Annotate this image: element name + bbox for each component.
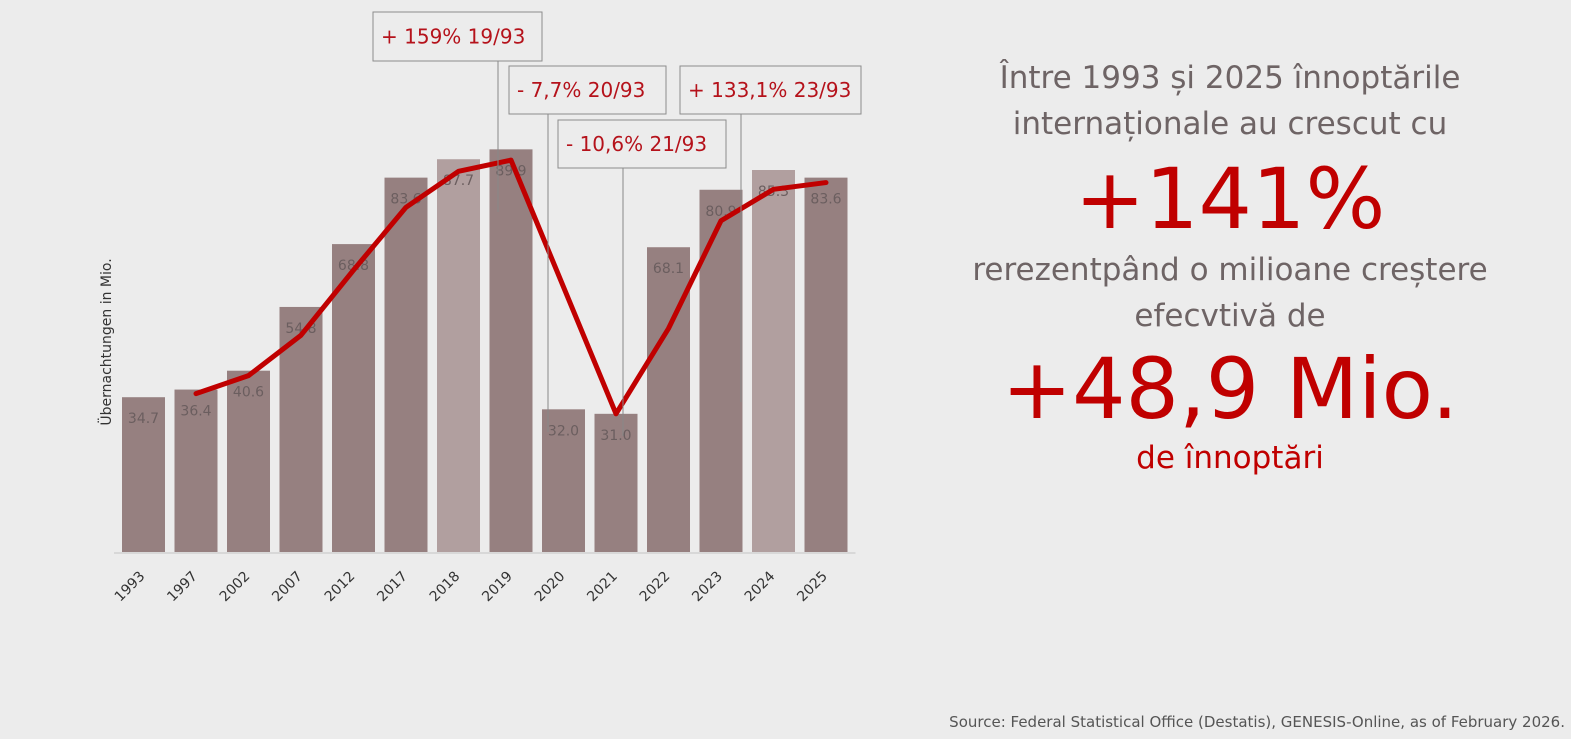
callout-text-2021: - 10,6% 21/93: [566, 132, 707, 156]
bar-2021: [594, 413, 638, 553]
summary-middle: rerezentpând o milioane creștere efecvti…: [972, 252, 1488, 334]
summary-absolute: +48,9 Mio.: [1001, 340, 1459, 438]
bar-2012: [332, 244, 375, 553]
bar-1997: [174, 389, 218, 553]
x-tick-label-2021: 2021: [584, 569, 621, 606]
bar-2024: [752, 170, 795, 554]
bar-value-label-2021: 31.0: [600, 428, 631, 444]
summary-percent: +141%: [1074, 150, 1386, 248]
y-axis-title: Übernachtungen in Mio.: [97, 258, 115, 425]
summary-intro: Între 1993 și 2025 înnoptările internați…: [999, 60, 1461, 142]
x-tick-label-1997: 1997: [164, 569, 201, 606]
x-tick-label-2012: 2012: [322, 569, 359, 606]
callout-text-2019: + 159% 19/93: [381, 25, 525, 49]
bar-value-label-1993: 34.7: [128, 411, 159, 427]
bar-value-label-2020: 32.0: [548, 423, 579, 439]
bar-2025: [804, 177, 848, 554]
bar-1993: [122, 397, 165, 553]
callout-box-2021: [557, 119, 727, 169]
bar-value-label-1997: 36.4: [180, 404, 211, 420]
x-tick-label-2022: 2022: [637, 569, 674, 606]
bar-2002: [227, 370, 270, 553]
callout-box-2020: [508, 65, 667, 115]
callout-box-2019: [372, 11, 543, 62]
source-note: Source: Federal Statistical Office (Dest…: [949, 713, 1565, 731]
bar-chart: 34.7 36.440.654.868.883.687.789.932.0 31.0…: [97, 11, 862, 606]
x-tick-label-2020: 2020: [532, 569, 569, 606]
bar-value-label-2022: 68.1: [653, 261, 684, 277]
x-tick-label-2019: 2019: [479, 569, 516, 606]
summary-outro: de înnoptări: [1136, 440, 1324, 476]
callout-text-2023: + 133,1% 23/93: [688, 78, 851, 102]
bar-value-label-2025: 83.6: [810, 192, 841, 208]
x-tick-label-2018: 2018: [427, 569, 464, 606]
bar-2018: [437, 159, 480, 554]
x-tick-label-2007: 2007: [269, 569, 306, 606]
x-tick-label-2002: 2002: [217, 569, 254, 606]
bar-2023: [699, 189, 743, 553]
x-tick-label-2023: 2023: [689, 569, 726, 606]
bar-2020: [542, 409, 585, 553]
x-tick-label-2017: 2017: [374, 569, 411, 606]
trend-line: [193, 157, 829, 417]
x-tick-label-2024: 2024: [742, 568, 779, 605]
bar-2017: [384, 177, 428, 554]
callout-text-2020: - 7,7% 20/93: [517, 78, 645, 102]
x-tick-label-1993: 1993: [112, 569, 149, 606]
bar-2019: [489, 149, 533, 553]
callout-box-2023: [679, 65, 862, 115]
x-tick-label-2025: 2025: [794, 569, 831, 606]
summary-panel: Între 1993 și 2025 înnoptările internați…: [915, 55, 1545, 481]
bar-value-label-2002: 40.6: [233, 385, 264, 401]
